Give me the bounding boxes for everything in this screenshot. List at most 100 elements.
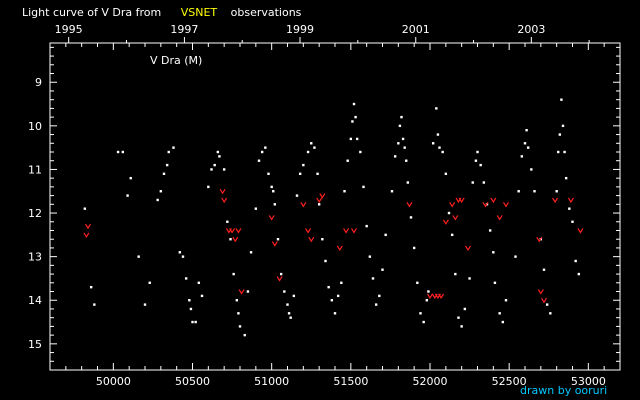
visual-observation-point — [246, 290, 250, 293]
visual-observation-point — [401, 137, 405, 141]
visual-observation-point — [471, 181, 474, 184]
visual-observation-point — [194, 320, 197, 324]
visual-observation-point — [409, 216, 413, 219]
magnitude-axis: 9 10 11 12 13 14 15 — [28, 46, 620, 371]
visual-observation-point — [346, 159, 349, 162]
visual-observation-point — [422, 320, 425, 324]
fainter-than-limit-point — [426, 293, 434, 300]
visual-observation-point — [349, 137, 353, 141]
year-tick-label: 2003 — [517, 23, 545, 36]
visual-observation-point — [295, 194, 299, 197]
visual-observation-point — [390, 190, 394, 193]
visual-observation-point — [243, 333, 246, 337]
visual-observation-point — [249, 251, 253, 254]
visual-observation-point — [533, 190, 536, 193]
year-tick-label: 1995 — [55, 23, 83, 36]
visual-observation-point — [148, 281, 151, 284]
visual-observation-point — [476, 150, 479, 154]
visual-observation-point — [482, 181, 486, 184]
title-source: VSNET — [181, 6, 218, 19]
visual-observation-point — [316, 172, 319, 175]
fainter-than-limit-point — [464, 245, 472, 252]
fainter-than-limit-point — [577, 228, 584, 234]
fainter-than-limit-point — [300, 202, 307, 208]
fainter-than-limit-point — [219, 188, 226, 195]
fainter-than-limit-point — [271, 241, 278, 247]
chart-title: Light curve of V Dra from VSNET observat… — [22, 6, 302, 19]
visual-observation-point — [514, 255, 517, 258]
visual-observation-point — [121, 150, 125, 154]
visual-observation-point — [403, 146, 406, 149]
title-prefix: Light curve of V Dra from — [22, 6, 161, 19]
fainter-than-limit-point — [221, 197, 228, 204]
visual-observation-point — [493, 281, 497, 284]
fainter-than-limit-point — [268, 215, 275, 221]
fainter-than-limit-point — [406, 202, 413, 208]
fainter-than-limit-point — [452, 215, 459, 221]
visual-observation-point — [354, 115, 357, 119]
visual-observation-point — [368, 255, 372, 258]
visual-observation-point — [218, 155, 221, 158]
visual-observation-point — [222, 168, 226, 171]
y-tick-label: 13 — [28, 251, 42, 264]
fainter-than-limit-point — [496, 215, 503, 221]
visual-observation-point — [336, 294, 340, 298]
fainter-than-limit-point — [442, 219, 449, 225]
visual-observation-point — [365, 224, 368, 228]
visual-observation-point — [501, 320, 505, 324]
star-label: V Dra (M) — [150, 54, 202, 67]
visual-observation-point — [564, 176, 568, 180]
visual-observation-point — [355, 137, 359, 141]
visual-observation-point — [381, 268, 384, 271]
visual-observation-point — [129, 176, 132, 180]
visual-observation-point — [286, 303, 289, 306]
x-tick-label: 52000 — [413, 375, 448, 388]
visual-observation-point — [188, 299, 191, 302]
visual-observation-point — [398, 124, 402, 128]
x-tick-label: 53000 — [571, 375, 606, 388]
visual-observation-point — [200, 294, 204, 298]
visual-observation-point — [116, 150, 120, 154]
visual-observation-point — [362, 185, 365, 189]
visual-observation-point — [156, 198, 159, 202]
fainter-than-limit-point — [490, 197, 497, 204]
fainter-than-limit-point — [343, 228, 350, 234]
visual-observation-point — [561, 124, 565, 128]
visual-observation-point — [89, 285, 93, 289]
visual-observation-point — [441, 150, 444, 154]
visual-observation-point — [178, 251, 182, 254]
visual-observation-point — [371, 277, 375, 280]
year-axis: 1995 1997 1999 2001 2003 — [55, 23, 590, 43]
visual-observation-point — [260, 150, 264, 154]
fainter-than-limit-point — [316, 197, 323, 204]
year-tick-label: 1999 — [286, 23, 314, 36]
visual-observation-point — [317, 203, 321, 206]
visual-observation-point — [143, 303, 147, 306]
visual-observation-point — [419, 312, 422, 315]
visual-observation-point — [126, 194, 129, 197]
visual-observation-point — [292, 294, 296, 298]
visual-observation-point — [162, 172, 166, 175]
visual-observation-point — [498, 312, 501, 315]
visual-observation-point — [574, 259, 577, 263]
visual-observation-point — [454, 272, 457, 276]
x-tick-label: 50500 — [175, 375, 210, 388]
visual-observation-point — [450, 233, 454, 237]
visual-observation-point — [330, 299, 334, 302]
visual-observation-point — [83, 207, 87, 210]
visual-observation-point — [264, 146, 267, 149]
visual-observation-point — [237, 312, 240, 315]
visual-observation-point — [359, 150, 362, 154]
visual-observation-point — [272, 190, 275, 193]
visual-observation-point — [283, 290, 286, 293]
visual-observation-point — [542, 268, 546, 271]
visual-observation-point — [526, 146, 530, 149]
visual-observation-point — [555, 190, 558, 193]
credit-text: drawn by ooruri — [520, 384, 607, 397]
visual-observation-point — [216, 150, 220, 154]
year-tick-label: 2001 — [402, 23, 430, 36]
visual-observation-point — [517, 190, 520, 193]
visual-observation-point — [405, 159, 408, 162]
visual-observation-point — [226, 220, 229, 223]
visual-observation-point — [181, 255, 185, 258]
